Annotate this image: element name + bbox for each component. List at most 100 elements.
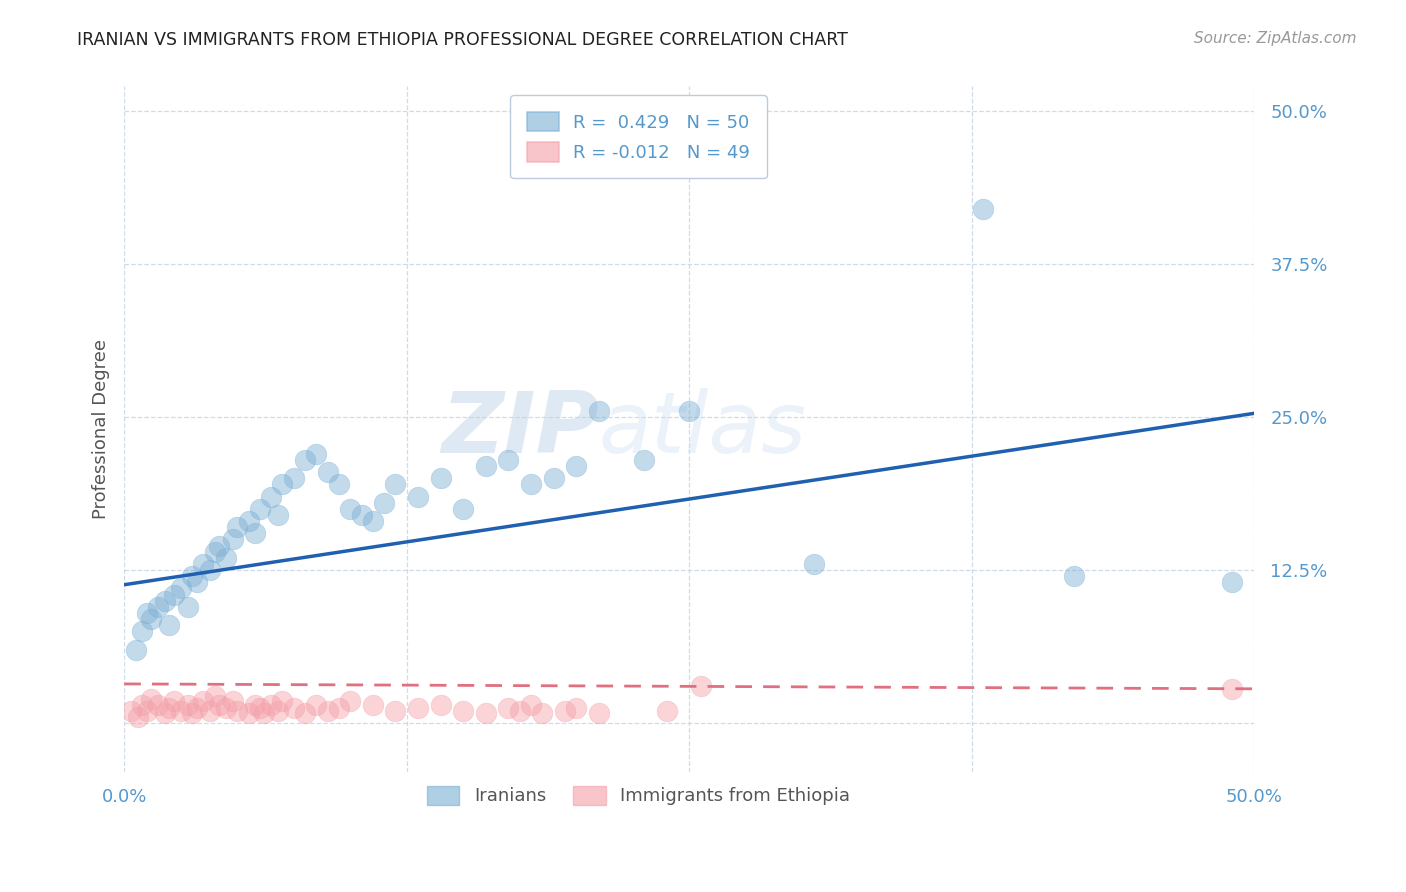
Point bbox=[689, 679, 711, 693]
Point bbox=[350, 508, 373, 522]
Point bbox=[222, 694, 245, 708]
Point bbox=[588, 706, 610, 721]
Point bbox=[186, 575, 208, 590]
Point bbox=[361, 698, 384, 712]
Point bbox=[260, 698, 283, 712]
Point bbox=[153, 593, 176, 607]
Point bbox=[1063, 569, 1085, 583]
Point bbox=[305, 447, 328, 461]
Point bbox=[176, 698, 198, 712]
Point bbox=[565, 458, 588, 473]
Point bbox=[271, 694, 294, 708]
Point bbox=[361, 514, 384, 528]
Point bbox=[159, 701, 181, 715]
Point bbox=[124, 642, 146, 657]
Point bbox=[170, 704, 193, 718]
Point bbox=[406, 490, 429, 504]
Point bbox=[198, 704, 221, 718]
Text: ZIP: ZIP bbox=[441, 388, 599, 471]
Point bbox=[520, 698, 543, 712]
Point bbox=[267, 704, 290, 718]
Point bbox=[141, 612, 163, 626]
Point bbox=[222, 533, 245, 547]
Point bbox=[328, 477, 350, 491]
Point bbox=[972, 202, 994, 216]
Point bbox=[249, 701, 271, 715]
Point bbox=[1220, 575, 1243, 590]
Point bbox=[475, 706, 498, 721]
Point bbox=[226, 520, 249, 534]
Point bbox=[429, 471, 451, 485]
Point bbox=[543, 471, 565, 485]
Point bbox=[215, 701, 238, 715]
Point bbox=[373, 496, 395, 510]
Point bbox=[146, 599, 169, 614]
Point bbox=[554, 704, 576, 718]
Point bbox=[384, 704, 406, 718]
Text: Source: ZipAtlas.com: Source: ZipAtlas.com bbox=[1194, 31, 1357, 46]
Point bbox=[260, 490, 283, 504]
Point bbox=[1220, 681, 1243, 696]
Point bbox=[208, 698, 231, 712]
Point bbox=[531, 706, 554, 721]
Point bbox=[245, 526, 267, 541]
Point bbox=[678, 404, 700, 418]
Point bbox=[204, 689, 226, 703]
Point bbox=[249, 501, 271, 516]
Point bbox=[245, 698, 267, 712]
Point bbox=[159, 618, 181, 632]
Point bbox=[328, 701, 350, 715]
Point bbox=[238, 514, 260, 528]
Point bbox=[181, 569, 204, 583]
Point bbox=[170, 582, 193, 596]
Text: atlas: atlas bbox=[599, 388, 807, 471]
Point bbox=[803, 557, 825, 571]
Point bbox=[294, 706, 316, 721]
Point bbox=[226, 704, 249, 718]
Point bbox=[283, 471, 305, 485]
Point bbox=[186, 701, 208, 715]
Point bbox=[135, 606, 157, 620]
Y-axis label: Professional Degree: Professional Degree bbox=[93, 339, 110, 519]
Point bbox=[655, 704, 678, 718]
Point bbox=[131, 624, 153, 639]
Point bbox=[633, 453, 655, 467]
Point bbox=[127, 710, 149, 724]
Point bbox=[316, 465, 339, 479]
Point bbox=[153, 706, 176, 721]
Point bbox=[163, 588, 186, 602]
Point bbox=[339, 501, 361, 516]
Point bbox=[565, 701, 588, 715]
Point bbox=[520, 477, 543, 491]
Point bbox=[141, 691, 163, 706]
Point bbox=[429, 698, 451, 712]
Point bbox=[271, 477, 294, 491]
Text: IRANIAN VS IMMIGRANTS FROM ETHIOPIA PROFESSIONAL DEGREE CORRELATION CHART: IRANIAN VS IMMIGRANTS FROM ETHIOPIA PROF… bbox=[77, 31, 848, 49]
Point bbox=[208, 539, 231, 553]
Point bbox=[146, 698, 169, 712]
Point bbox=[305, 698, 328, 712]
Point bbox=[253, 706, 276, 721]
Point bbox=[135, 704, 157, 718]
Point bbox=[498, 453, 520, 467]
Point bbox=[267, 508, 290, 522]
Point bbox=[498, 701, 520, 715]
Point bbox=[316, 704, 339, 718]
Point bbox=[215, 550, 238, 565]
Point bbox=[406, 701, 429, 715]
Point bbox=[238, 706, 260, 721]
Point bbox=[198, 563, 221, 577]
Point bbox=[294, 453, 316, 467]
Point bbox=[193, 694, 215, 708]
Point bbox=[120, 704, 142, 718]
Point bbox=[339, 694, 361, 708]
Point bbox=[193, 557, 215, 571]
Point bbox=[163, 694, 186, 708]
Point bbox=[588, 404, 610, 418]
Point bbox=[181, 706, 204, 721]
Point bbox=[131, 698, 153, 712]
Point bbox=[509, 704, 531, 718]
Point bbox=[176, 599, 198, 614]
Point bbox=[451, 501, 474, 516]
Point bbox=[283, 701, 305, 715]
